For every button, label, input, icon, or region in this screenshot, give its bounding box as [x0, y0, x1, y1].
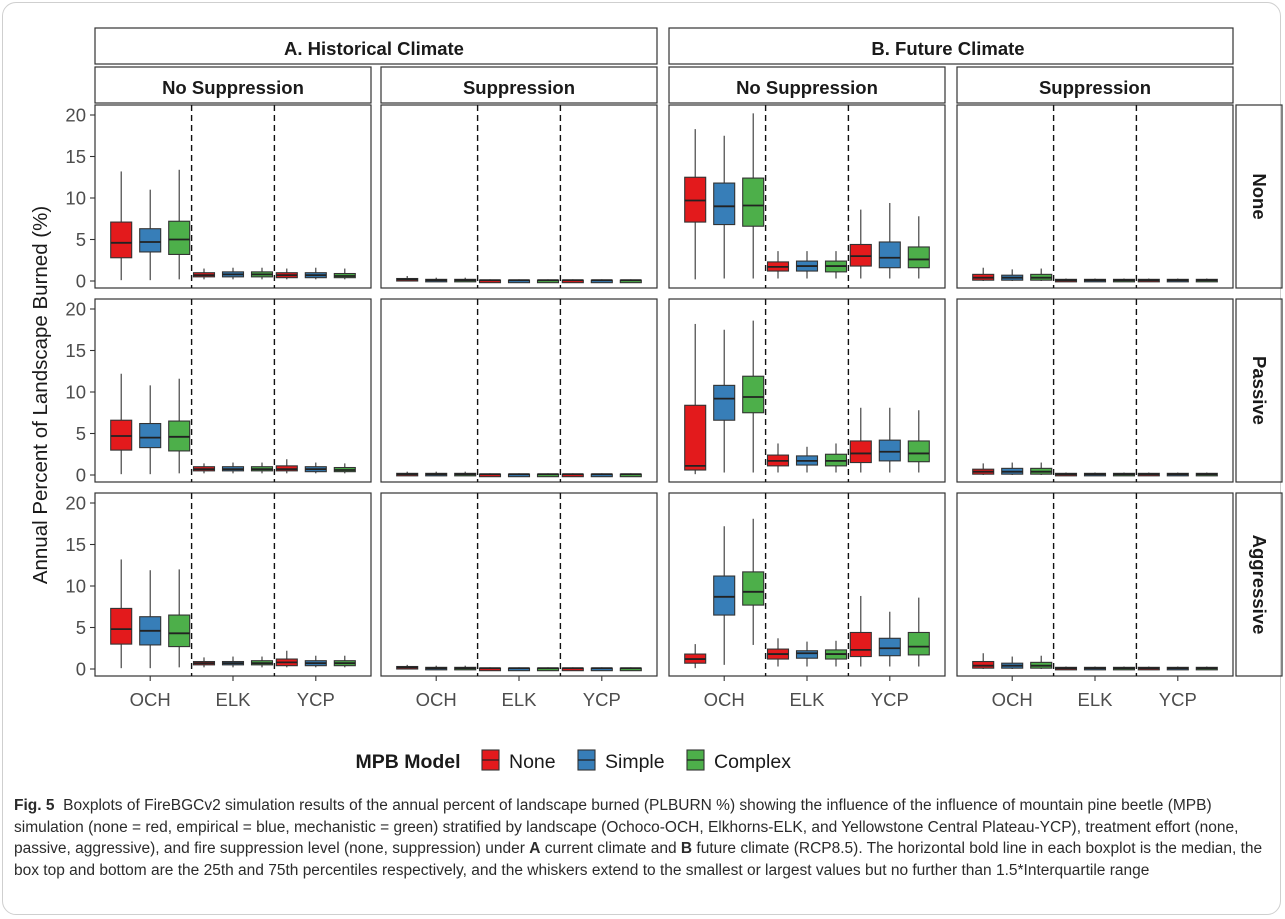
y-tick-label: 10 — [65, 188, 86, 209]
suppression-strip — [380, 66, 658, 104]
treatment-strip-none — [1235, 104, 1283, 289]
x-tick-label-och: OCH — [130, 689, 171, 710]
suppression-strip-label: Suppression — [463, 77, 575, 98]
x-tick-label-och: OCH — [416, 689, 457, 710]
box-simple — [795, 650, 819, 659]
box-complex — [907, 246, 930, 269]
y-tick-label: 5 — [76, 423, 86, 444]
caption-body: Boxplots of FireBGCv2 simulation results… — [14, 797, 1239, 857]
treatment-strip-passive — [1235, 298, 1283, 483]
y-tick-label: 10 — [65, 576, 86, 597]
x-tick-label-elk: ELK — [1078, 689, 1114, 710]
x-tick-label-elk: ELK — [790, 689, 826, 710]
panel-frame — [956, 104, 1234, 289]
box-simple — [713, 384, 736, 421]
suppression-strip — [94, 66, 372, 104]
caption-b-label: B — [680, 840, 693, 857]
y-tick-label: 5 — [76, 229, 86, 250]
box-simple — [878, 439, 901, 462]
suppression-strip-label: Suppression — [1039, 77, 1151, 98]
y-tick-label: 20 — [65, 299, 86, 320]
treatment-strip-label: Aggressive — [1249, 535, 1270, 635]
box-complex — [742, 571, 765, 606]
box-none — [849, 440, 872, 464]
suppression-strip — [668, 66, 946, 104]
boxplot-figure: A. Historical Climate B. Future Climate No… — [29, 27, 1283, 773]
treatment-strip-aggressive — [1235, 492, 1283, 677]
x-tick-label-ycp: YCP — [297, 689, 335, 710]
x-tick-label-ycp: YCP — [871, 689, 909, 710]
box-complex — [168, 614, 191, 648]
box-none — [849, 631, 872, 658]
box-simple — [139, 422, 162, 449]
box-complex — [742, 177, 765, 227]
panel-frame — [956, 298, 1234, 483]
suppression-strip-label: No Suppression — [736, 77, 878, 98]
climate-strip-historical — [94, 27, 658, 65]
y-tick-label: 0 — [76, 271, 86, 292]
panel-frame — [380, 104, 658, 289]
y-tick-label: 15 — [65, 340, 86, 361]
y-tick-label: 20 — [65, 493, 86, 514]
y-tick-label: 0 — [76, 659, 86, 680]
y-axis-title: Annual Percent of Landscape Burned (%) — [29, 206, 52, 584]
y-tick-label: 0 — [76, 465, 86, 486]
box-none — [684, 404, 707, 471]
climate-label-future: B. Future Climate — [871, 38, 1024, 59]
box-simple — [878, 241, 901, 269]
climate-strip-future — [668, 27, 1234, 65]
y-tick-label: 15 — [65, 146, 86, 167]
treatment-strip-label: Passive — [1249, 356, 1270, 425]
panel-frame — [94, 298, 372, 483]
panel-frame — [380, 492, 658, 677]
panel-frame — [94, 104, 372, 289]
legend-label-simple: Simple — [605, 751, 665, 773]
x-tick-label-ycp: YCP — [1159, 689, 1197, 710]
box-complex — [742, 375, 765, 414]
x-tick-label-ycp: YCP — [583, 689, 621, 710]
x-tick-label-och: OCH — [704, 689, 745, 710]
climate-label-historical: A. Historical Climate — [284, 38, 464, 59]
box-simple — [139, 228, 162, 253]
box-simple — [713, 575, 736, 616]
treatment-strip-label: None — [1249, 173, 1270, 219]
box-simple — [878, 637, 901, 657]
panel-frame — [94, 492, 372, 677]
caption-label: Fig. 5 — [14, 797, 55, 814]
box-complex — [907, 440, 930, 463]
caption-a-label: A — [529, 840, 541, 857]
x-tick-label-elk: ELK — [502, 689, 538, 710]
x-tick-label-och: OCH — [992, 689, 1033, 710]
suppression-strip-label: No Suppression — [162, 77, 304, 98]
box-complex — [907, 631, 930, 656]
caption-a-text: current climate and — [544, 840, 677, 857]
box-simple — [713, 182, 736, 226]
figure-caption: Fig. 5 Boxplots of FireBGCv2 simulation … — [14, 795, 1269, 881]
panel-frame — [956, 492, 1234, 677]
y-tick-label: 20 — [65, 105, 86, 126]
y-tick-label: 10 — [65, 382, 86, 403]
panel-frame — [380, 298, 658, 483]
y-tick-label: 5 — [76, 617, 86, 638]
box-complex — [168, 220, 191, 255]
y-tick-label: 15 — [65, 534, 86, 555]
legend-label-complex: Complex — [714, 751, 791, 773]
caption-b-text: future climate (RCP8.5). The horizontal … — [14, 840, 1263, 879]
legend-label-none: None — [509, 751, 556, 773]
box-none — [110, 221, 133, 259]
x-tick-label-elk: ELK — [216, 689, 252, 710]
box-none — [110, 607, 133, 645]
legend-title: MPB Model — [355, 751, 460, 773]
suppression-strip — [956, 66, 1234, 104]
